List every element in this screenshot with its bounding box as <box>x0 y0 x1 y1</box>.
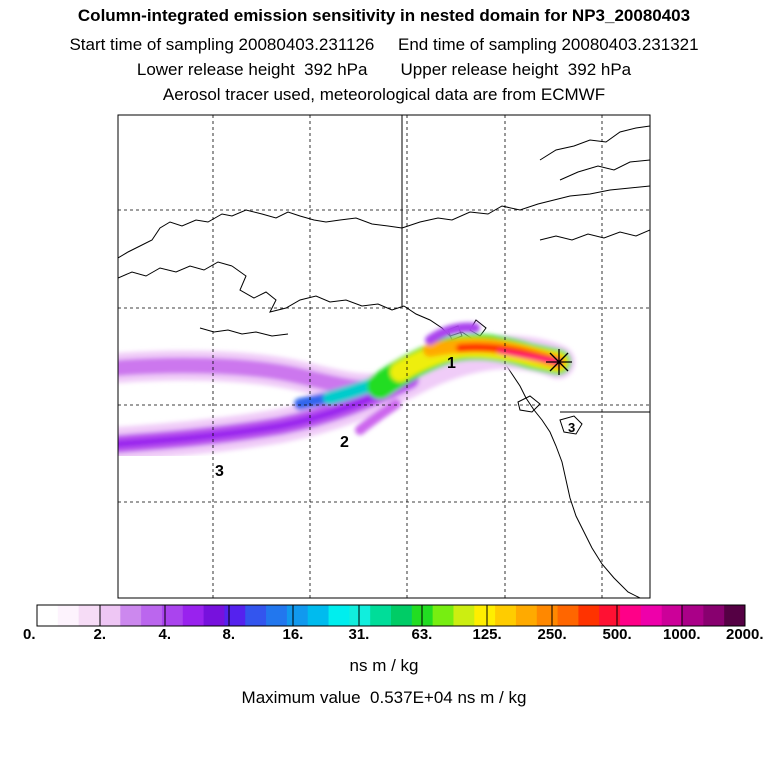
colorbar-swatch <box>620 605 642 626</box>
colorbar-swatch <box>578 605 600 626</box>
colorbar-swatch <box>474 605 496 626</box>
map-label-2: 2 <box>340 434 349 451</box>
colorbar-swatch <box>682 605 704 626</box>
colorbar-tick-label: 0. <box>23 626 36 643</box>
colorbar-swatch <box>99 605 121 626</box>
colorbar-tick-label: 63. <box>411 626 433 643</box>
colorbar <box>36 604 746 627</box>
colorbar-swatch <box>57 605 80 626</box>
colorbar-swatch <box>78 605 100 626</box>
colorbar-tick-label: 1000. <box>663 626 701 643</box>
colorbar-swatch <box>536 605 559 626</box>
colorbar-swatch <box>432 605 454 626</box>
map-label-3: 3 <box>215 463 224 480</box>
colorbar-tick-label: 250. <box>537 626 567 643</box>
colorbar-swatch <box>120 605 142 626</box>
colorbar-swatch <box>453 605 475 626</box>
sampling-times: Start time of sampling 20080403.231126 E… <box>69 35 699 54</box>
graticule <box>118 115 650 598</box>
colorbar-swatch <box>182 605 205 626</box>
colorbar-swatch <box>349 605 371 626</box>
colorbar-tick-label: 31. <box>348 626 370 643</box>
map-frame <box>117 114 651 599</box>
colorbar-tick-label: 4. <box>158 626 172 643</box>
map-label-3b: 3 <box>568 420 575 435</box>
colorbar-swatch <box>266 605 288 626</box>
colorbar-swatch <box>286 605 309 626</box>
colorbar-swatch <box>203 605 225 626</box>
colorbar-swatch <box>599 605 621 626</box>
colorbar-swatch <box>370 605 392 626</box>
colorbar-tick-label: 125. <box>472 626 502 643</box>
colorbar-tick-label: 8. <box>222 626 236 643</box>
colorbar-tick-label: 500. <box>602 626 632 643</box>
colorbar-swatch <box>307 605 330 626</box>
sensitivity-plume <box>118 322 575 461</box>
colorbar-swatch <box>245 605 267 626</box>
tracer-info: Aerosol tracer used, meteorological data… <box>162 85 606 104</box>
colorbar-swatch <box>703 605 725 626</box>
receptor-marker-icon <box>546 349 572 375</box>
colorbar-swatch <box>495 605 517 626</box>
colorbar-swatch <box>224 605 246 626</box>
plot-title: Column-integrated emission sensitivity i… <box>77 6 691 25</box>
max-value: Maximum value 0.537E+04 ns m / kg <box>241 688 527 707</box>
colorbar-units: ns m / kg <box>349 656 419 675</box>
colorbar-swatch <box>661 605 684 626</box>
map-label-1: 1 <box>447 355 456 372</box>
colorbar-swatch <box>557 605 579 626</box>
release-heights: Lower release height 392 hPa Upper relea… <box>136 60 632 79</box>
colorbar-tick-label: 2. <box>93 626 107 643</box>
colorbar-swatch <box>161 605 184 626</box>
colorbar-frame <box>36 604 746 627</box>
colorbar-swatch <box>724 605 746 626</box>
colorbar-tick-label: 2000. <box>726 626 764 643</box>
colorbar-swatch <box>328 605 350 626</box>
colorbar-swatch <box>141 605 163 626</box>
colorbar-tick-label: 16. <box>282 626 304 643</box>
colorbar-swatch <box>640 605 663 626</box>
colorbar-swatch <box>37 605 59 626</box>
colorbar-swatch <box>391 605 413 626</box>
colorbar-swatch <box>515 605 538 626</box>
